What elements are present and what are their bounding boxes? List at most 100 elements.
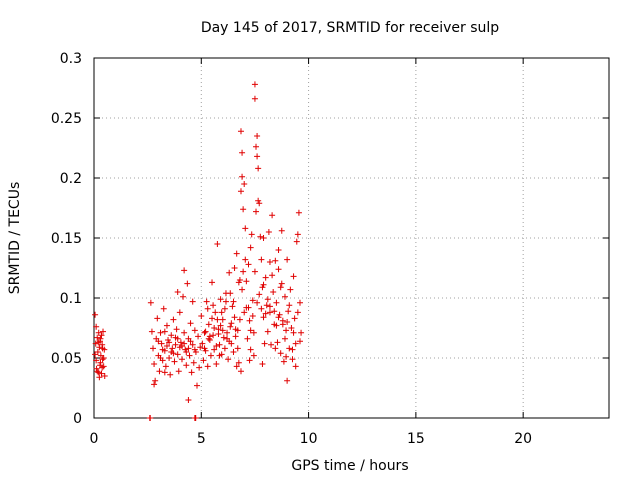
data-point [195,333,202,340]
data-point [151,361,158,367]
data-point [294,231,301,238]
data-point [210,332,217,339]
data-point [202,328,209,335]
data-point [189,298,196,305]
data-point [269,272,276,279]
data-point [284,256,291,263]
y-axis-title: SRMTID / TECUs [7,182,23,295]
data-point [172,341,179,348]
data-point [291,315,298,322]
data-point [281,293,288,300]
data-point [157,355,164,361]
data-point [222,298,229,305]
data-point [216,352,223,359]
data-point [247,327,254,334]
data-point [251,81,258,88]
y-tick-label: 0 [73,411,82,427]
data-point [211,325,218,331]
data-point [210,302,217,309]
data-point [183,349,190,355]
data-point [181,329,188,336]
data-point [207,352,214,359]
data-point [246,317,253,324]
data-point [289,356,296,363]
zero-data-point [192,415,199,421]
data-point [270,289,277,295]
data-point [173,326,180,333]
data-point [283,327,290,334]
data-point [228,320,235,327]
data-point [240,206,247,213]
data-point [97,338,104,345]
data-point [273,322,280,329]
data-point [292,340,299,347]
data-point [260,314,267,321]
data-point [295,209,302,216]
data-point [230,298,237,305]
data-point [241,181,248,187]
data-point [152,377,159,384]
data-point [243,278,250,285]
data-point [279,321,286,328]
data-point [151,381,158,388]
data-point [174,335,181,342]
y-tick-label: 0.2 [60,171,82,187]
data-point [166,355,173,361]
data-point [240,268,247,275]
data-point [266,259,273,265]
data-point [232,333,239,340]
data-point [99,345,106,352]
data-point [254,133,261,139]
data-point [218,309,225,316]
data-point [239,173,246,180]
data-point [261,340,268,347]
data-point [198,313,205,319]
data-point [265,229,272,235]
data-point [247,244,254,251]
data-point [100,355,107,361]
data-point [294,309,301,316]
data-point [175,368,182,375]
data-point [187,320,194,327]
x-tick-label: 15 [407,431,425,447]
data-point [169,345,176,352]
data-point [98,332,105,339]
data-point [158,340,165,347]
data-point [257,233,264,240]
data-point [254,153,261,160]
data-point [286,302,293,309]
data-point [92,340,99,347]
data-point [245,304,252,311]
data-point [264,328,271,335]
data-point [150,345,157,352]
data-point [249,313,256,319]
data-point [93,323,100,330]
data-point [177,339,184,346]
data-point [211,346,218,353]
data-point [155,338,162,345]
data-point [163,322,170,329]
data-point [185,345,192,352]
data-point [221,305,228,312]
data-point [274,339,281,346]
data-point [239,149,246,156]
data-point [217,296,224,303]
data-point [263,302,270,309]
data-point [94,334,101,341]
data-point [254,299,261,306]
y-tick-label: 0.05 [51,351,82,367]
data-point [250,352,257,359]
data-point [293,238,300,245]
data-point [275,314,282,321]
data-point [209,315,216,322]
data-point [277,350,284,357]
y-tick-label: 0.3 [60,51,82,67]
data-point [95,369,102,376]
data-point [216,341,223,348]
x-tick-label: 20 [514,431,532,447]
data-point [96,374,103,381]
data-point [97,359,104,366]
data-point [264,296,271,303]
data-point [259,361,266,367]
